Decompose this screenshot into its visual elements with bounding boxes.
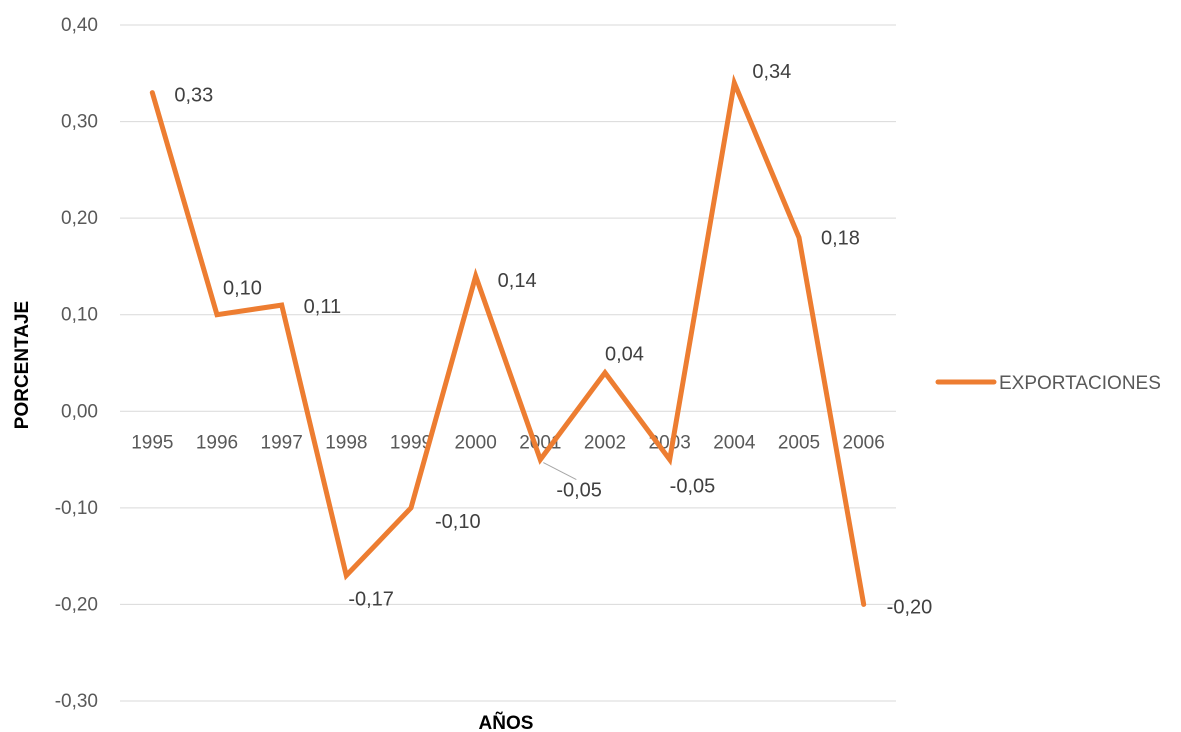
x-tick-label: 1999 <box>390 432 432 453</box>
data-label: -0,05 <box>670 476 716 498</box>
legend-label-exportaciones: EXPORTACIONES <box>999 373 1161 394</box>
data-label: -0,17 <box>348 588 394 610</box>
data-label: -0,10 <box>435 511 481 533</box>
x-tick-label: 2004 <box>713 432 756 453</box>
y-tick-label: 0,10 <box>61 305 98 326</box>
y-tick-label: -0,20 <box>55 594 98 615</box>
x-tick-label: 2005 <box>778 432 820 453</box>
x-tick-label: 1995 <box>131 432 173 453</box>
x-tick-label: 2002 <box>584 432 626 453</box>
x-tick-label: 1998 <box>325 432 367 453</box>
x-tick-label: 2000 <box>455 432 497 453</box>
data-label: 0,14 <box>498 270 537 292</box>
legend: EXPORTACIONES <box>935 373 1161 394</box>
x-axis-ticks: 1995 1996 1997 1998 1999 2000 2001 2002 2003 2004… <box>131 432 885 453</box>
y-axis-ticks: -0,30 -0,20 -0,10 0,00 0,10 0,20 0,30 0,40 <box>55 15 98 712</box>
y-tick-label: 0,40 <box>61 15 98 36</box>
y-tick-label: 0,00 <box>61 401 98 422</box>
series-line-exportaciones <box>149 74 867 607</box>
x-tick-label: 2006 <box>843 432 885 453</box>
data-labels: 0,33 0,10 0,11 -0,17 -0,10 0,14 -0,05 0,04 -0,05… <box>174 61 932 618</box>
data-label: 0,33 <box>174 85 213 107</box>
series-layer <box>149 74 867 607</box>
x-axis-title: AÑOS <box>479 712 534 732</box>
y-tick-label: 0,30 <box>61 112 98 133</box>
data-label: 0,11 <box>304 296 341 318</box>
y-tick-label: -0,10 <box>55 498 98 519</box>
data-label: -0,20 <box>887 596 933 618</box>
y-axis-title: PORCENTAJE <box>12 301 33 429</box>
leader-line <box>543 462 577 481</box>
data-label: 0,04 <box>605 344 644 366</box>
data-label: 0,10 <box>223 278 262 300</box>
y-tick-label: 0,20 <box>61 208 98 229</box>
data-label: 0,34 <box>752 61 791 83</box>
gridlines <box>120 24 896 702</box>
y-tick-label: -0,30 <box>55 691 98 712</box>
data-label: 0,18 <box>821 227 860 249</box>
x-tick-label: 1996 <box>196 432 238 453</box>
data-label: -0,05 <box>556 480 602 502</box>
x-tick-label: 1997 <box>261 432 303 453</box>
